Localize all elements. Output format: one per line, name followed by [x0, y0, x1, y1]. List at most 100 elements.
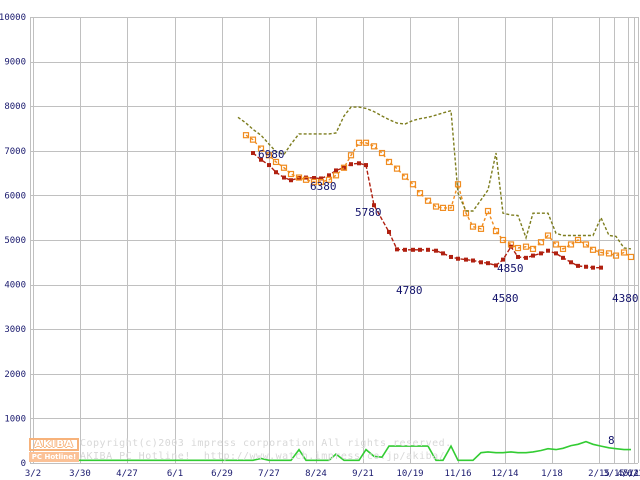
- series-marker: [259, 157, 263, 162]
- series-marker: [372, 203, 376, 208]
- series-marker: [561, 255, 565, 260]
- series-marker: [567, 241, 575, 248]
- series-marker: [267, 163, 271, 168]
- series-marker: [340, 164, 348, 171]
- y-tick-label: 6000: [4, 191, 26, 201]
- series-marker: [395, 247, 399, 252]
- series-marker: [589, 246, 597, 253]
- series-marker: [522, 243, 530, 250]
- series-marker: [342, 165, 346, 170]
- credit-line-1: Copyright(c)2003 impress corporation All…: [80, 438, 452, 449]
- series-marker: [477, 225, 485, 232]
- y-tick-label: 5000: [4, 236, 26, 246]
- series-marker: [416, 190, 424, 197]
- series-line-olive: [237, 106, 632, 250]
- x-tick-label: 5/10: [623, 469, 640, 479]
- series-marker: [411, 247, 415, 252]
- y-tick-label: 10000: [0, 13, 26, 23]
- x-tick-label: 9/21: [352, 469, 374, 479]
- series-marker: [605, 250, 613, 257]
- y-tick-label: 2000: [4, 370, 26, 380]
- series-marker: [574, 236, 582, 244]
- series-line-orange: [245, 134, 632, 258]
- x-tick-label: 3/30: [69, 469, 91, 479]
- series-marker: [576, 263, 580, 268]
- series-marker: [507, 241, 515, 248]
- series-marker: [469, 223, 477, 230]
- series-marker: [265, 152, 273, 159]
- series-marker: [355, 139, 363, 146]
- series-marker: [620, 249, 628, 256]
- series-marker: [325, 176, 333, 183]
- y-axis-tick-labels: 0 1000 2000 3000 4000 5000 6000 7000 8000 9000 100…: [0, 13, 26, 469]
- series-marker: [441, 251, 445, 256]
- series-marker: [537, 239, 545, 246]
- series-marker: [447, 204, 455, 211]
- series-marker: [370, 143, 378, 150]
- series-marker: [257, 145, 265, 152]
- series-marker: [454, 181, 462, 188]
- x-tick-label: 6/1: [167, 469, 183, 479]
- x-tick-label: 8/24: [305, 469, 327, 479]
- series-marker: [274, 170, 278, 175]
- series-marker: [347, 152, 355, 159]
- series-marker: [409, 181, 417, 188]
- series-marker: [317, 178, 325, 186]
- data-point-label: 6380: [310, 180, 337, 193]
- series-marker: [612, 252, 620, 259]
- series-marker: [494, 263, 498, 268]
- series-marker: [486, 261, 490, 266]
- series-marker: [479, 260, 483, 265]
- x-tick-label: 7/27: [258, 469, 280, 479]
- series-marker: [499, 236, 507, 244]
- y-tick-label: 1000: [4, 414, 26, 424]
- series-marker: [349, 162, 353, 167]
- x-tick-label: 1/18: [541, 469, 563, 479]
- series-marker: [492, 227, 500, 235]
- series-marker: [310, 178, 318, 186]
- x-tick-label: 3/2: [25, 469, 41, 479]
- series-marker: [327, 173, 331, 178]
- series-marker: [424, 197, 432, 204]
- series-marker: [418, 247, 422, 252]
- x-tick-label: 4/27: [116, 469, 138, 479]
- data-point-label: 4850: [497, 262, 524, 275]
- data-point-label: 5780: [355, 206, 382, 219]
- series-marker: [249, 136, 257, 143]
- series-marker: [584, 264, 588, 269]
- series-marker: [272, 158, 280, 166]
- series-marker: [569, 260, 573, 265]
- series-marker: [251, 151, 255, 156]
- series-marker: [280, 164, 288, 171]
- series-marker: [552, 241, 560, 248]
- series-line-dark-red: [252, 152, 601, 269]
- series-marker: [403, 247, 407, 252]
- series-marker: [582, 241, 590, 248]
- data-series-group: [33, 106, 635, 462]
- series-marker: [378, 149, 386, 157]
- series-marker: [362, 139, 370, 146]
- x-tick-label: 12/14: [491, 469, 518, 479]
- logo-brand-text: AKIBA: [29, 438, 79, 451]
- series-marker: [559, 245, 567, 253]
- y-tick-label: 7000: [4, 147, 26, 157]
- logo-tagline-text: PC Hotline!: [29, 452, 79, 462]
- gridlines: [30, 17, 639, 464]
- series-marker: [319, 176, 323, 181]
- series-marker: [357, 161, 361, 166]
- akiba-pc-hotline-logo: AKIBA PC Hotline!: [29, 438, 79, 462]
- series-marker: [432, 203, 440, 210]
- y-tick-label: 0: [21, 459, 26, 469]
- series-marker: [393, 165, 401, 172]
- series-marker: [242, 132, 250, 139]
- y-tick-label: 4000: [4, 281, 26, 291]
- series-marker: [554, 251, 558, 256]
- series-marker: [597, 249, 605, 256]
- series-marker: [627, 253, 635, 261]
- x-tick-label: 6/29: [211, 469, 233, 479]
- series-marker: [524, 255, 528, 260]
- series-marker: [456, 256, 460, 261]
- series-marker: [501, 257, 505, 262]
